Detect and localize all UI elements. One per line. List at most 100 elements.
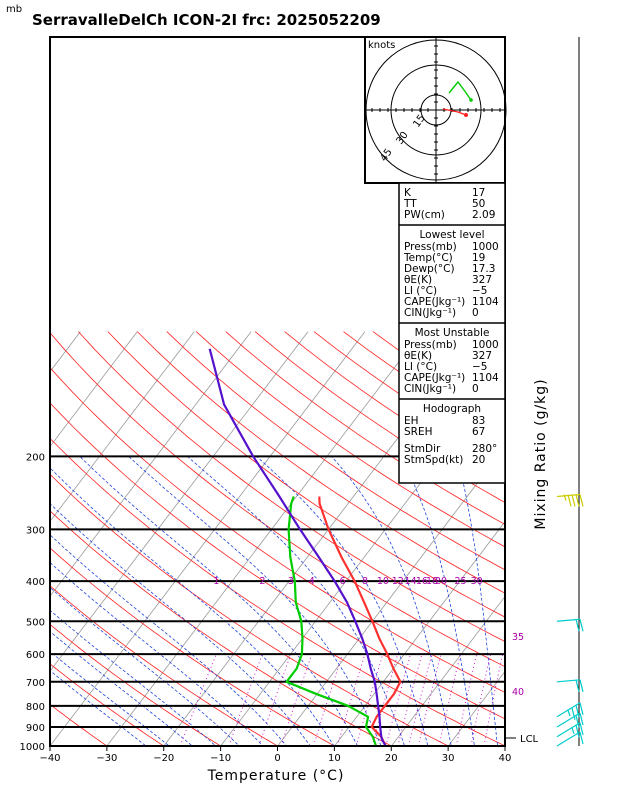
stats-label: PW(cm) <box>404 209 445 221</box>
wind-barb-flag <box>575 679 580 692</box>
dry-adiabat-line <box>225 331 505 525</box>
stats-label: Dewp(°C) <box>404 263 455 275</box>
stats-label: Temp(°C) <box>403 252 453 264</box>
mixing-ratio-line <box>258 653 292 746</box>
mixing-ratio-line <box>355 653 384 746</box>
isotherm-line <box>50 331 366 746</box>
wind-barb-flag <box>575 494 580 507</box>
mixing-ratio-label: 6 <box>339 576 345 587</box>
stats-section-title: Hodograph <box>423 403 481 415</box>
wind-barbs <box>556 493 584 747</box>
wind-barb-shaft <box>556 702 581 718</box>
mixing-ratio-line <box>313 653 343 746</box>
x-tick-label: −40 <box>39 753 60 764</box>
dry-adiabat-line <box>50 437 505 746</box>
wind-barb-shaft <box>556 722 581 738</box>
wind-barb-flag <box>579 494 584 507</box>
mixing-ratio-line <box>280 653 313 746</box>
mixing-ratio-line <box>408 653 433 746</box>
isotherm-line <box>50 331 138 448</box>
stats-label: K <box>404 187 412 199</box>
y-tick-label: 700 <box>26 678 45 689</box>
stats-label: StmDir <box>404 443 441 455</box>
stats-value: 280° <box>472 443 497 455</box>
stats-label: SREH <box>404 426 433 438</box>
stats-label: θE(K) <box>404 350 432 362</box>
y-tick-label: 600 <box>26 650 45 661</box>
moist-adiabat-line <box>50 650 170 746</box>
sounding-profiles <box>208 348 402 746</box>
mixing-ratio-line <box>336 653 366 746</box>
y-tick-label: 1000 <box>20 742 45 753</box>
stats-label: CIN(Jkg⁻¹) <box>404 383 456 395</box>
mixing-ratio-line <box>417 653 442 746</box>
series-dewpoint-line <box>285 496 378 746</box>
y-tick-label: 300 <box>26 525 45 536</box>
dry-adiabat-line <box>50 547 336 746</box>
isotherm-line <box>106 331 423 746</box>
dry-adiabat-line <box>195 331 505 548</box>
mixing-ratio-line <box>455 653 478 746</box>
stats-label: StmSpd(kt) <box>404 454 463 466</box>
stats-section-title: Most Unstable <box>415 327 490 339</box>
stats-value: −5 <box>472 361 487 373</box>
dry-adiabat-line <box>50 367 505 693</box>
dry-adiabat-line <box>50 663 165 746</box>
mixing-ratio-line <box>397 653 423 746</box>
moist-adiabat-line <box>50 586 240 746</box>
wind-barb-shaft <box>556 731 581 747</box>
moist-adiabat-line <box>331 456 452 746</box>
stats-value: 0 <box>472 307 479 319</box>
mixing-ratio-line <box>228 653 263 746</box>
wind-barb-flag <box>575 705 580 718</box>
mixing-ratio-line <box>483 653 504 746</box>
stats-value: 1104 <box>472 372 499 384</box>
stats-value: 20 <box>472 454 485 466</box>
wind-barb-flag <box>579 619 584 632</box>
moist-adiabat-line <box>128 456 382 746</box>
moist-adiabat-line <box>79 456 359 746</box>
dry-adiabat-line <box>50 402 505 720</box>
stats-label: CAPE(Jkg⁻¹) <box>404 296 465 308</box>
dry-adiabat-line <box>50 703 108 746</box>
wind-barb-shaft <box>556 712 581 728</box>
isotherm-line <box>447 670 505 746</box>
x-tick-label: 10 <box>328 753 341 764</box>
mixing-ratio-line <box>385 653 412 746</box>
hodograph-top-point <box>469 98 473 102</box>
moist-adiabat-line <box>187 456 406 746</box>
moist-adiabat-line <box>50 630 193 746</box>
stats-value: 19 <box>472 252 485 264</box>
isotherm-line <box>50 331 309 672</box>
mixing-ratio-label: 25 <box>454 576 466 587</box>
moist-adiabat-line <box>50 609 217 746</box>
x-tick-label: 30 <box>442 753 455 764</box>
stats-value: 17.3 <box>472 263 495 275</box>
stats-label: LI (°C) <box>404 285 437 297</box>
mixing-ratio-label: 40 <box>512 687 524 698</box>
x-tick-label: −20 <box>153 753 174 764</box>
wind-barb-flag <box>571 707 576 720</box>
mixing-ratio-label: 2 <box>259 576 265 587</box>
mixing-ratio-label: 1 <box>213 576 219 587</box>
stats-value: −5 <box>472 285 487 297</box>
lcl-label: LCL <box>520 734 539 745</box>
stats-label: Press(mb) <box>404 339 457 351</box>
stats-label: CAPE(Jkg⁻¹) <box>404 372 465 384</box>
dry-adiabat-line <box>107 331 505 618</box>
moist-adiabat-line <box>456 456 499 746</box>
isotherm-line <box>334 520 505 746</box>
isotherm-line <box>0 332 24 746</box>
hodograph-storm-vector <box>442 108 467 116</box>
stats-label: LI (°C) <box>404 361 437 373</box>
dry-adiabat-line <box>166 331 505 571</box>
wind-barb-flag <box>567 494 572 507</box>
x-axis-ticks: −40 −30 −20 −10 0 10 20 30 40 <box>39 746 511 764</box>
y-tick-label: 200 <box>26 452 45 463</box>
y-tick-label: 800 <box>26 702 45 713</box>
stats-value: 1104 <box>472 296 499 308</box>
